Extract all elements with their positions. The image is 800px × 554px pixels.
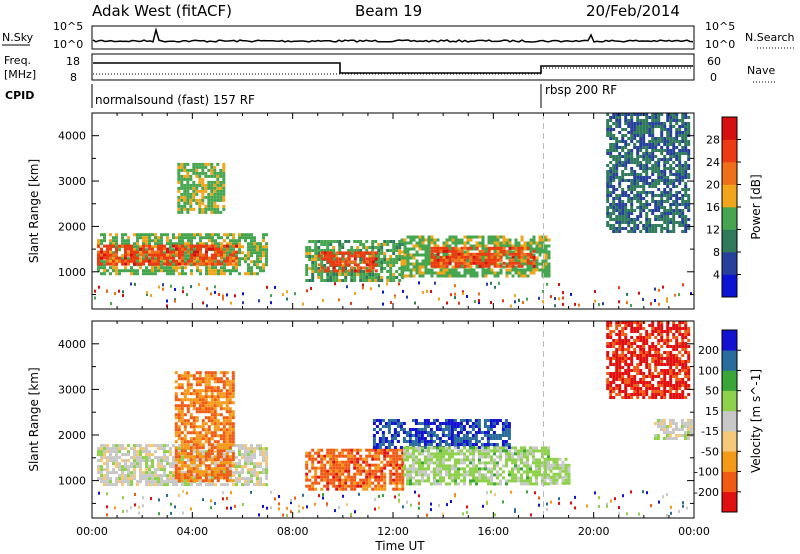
echo-region (305, 448, 405, 491)
y-tick-label: 3000 (58, 383, 86, 396)
y-tick-label: 3000 (58, 175, 86, 188)
echo-region (653, 419, 693, 440)
noise-tick-top-right: 10^5 (705, 20, 735, 33)
colorbar-swatch (722, 330, 737, 351)
colorbar-swatch (722, 350, 737, 371)
noise-trace (92, 27, 694, 43)
colorbar-swatch (722, 390, 737, 412)
cpid-segment-2: rbsp 200 RF (545, 83, 617, 97)
echo-region (97, 244, 238, 266)
colorbar-tick-label: -50 (701, 445, 719, 458)
x-tick-label: 04:00 (176, 525, 208, 538)
colorbar-tick-label: 4 (713, 269, 720, 282)
cpid-label: CPID (5, 89, 34, 102)
colorbar-tick-label: 15 (705, 405, 719, 418)
x-tick-label: 08:00 (277, 525, 309, 538)
colorbar-tick-label: 12 (706, 224, 720, 237)
date-title: 20/Feb/2014 (586, 2, 680, 20)
echo-region (606, 113, 691, 233)
y-axis-label: Slant Range [km] (27, 367, 41, 471)
echo-region (177, 162, 226, 214)
freq-tick-8: 8 (70, 71, 77, 84)
nsky-label: N.Sky (2, 31, 34, 44)
freq-trace (93, 62, 693, 74)
colorbar-tick-label: -15 (701, 425, 719, 438)
freq-label-2: [MHz] (4, 68, 36, 81)
colorbar: 4 8 12 16 20 24 28 Power [dB] (706, 116, 763, 298)
colorbar-swatch (722, 184, 737, 208)
echo-region (317, 251, 378, 273)
nave-trace (93, 67, 693, 75)
colorbar-tick-label: 16 (706, 201, 720, 214)
colorbar-swatch (722, 370, 737, 391)
noise-tick-bottom-right: 10^0 (705, 38, 735, 51)
colorbar-swatch (722, 139, 737, 163)
colorbar-tick-label: 8 (713, 246, 720, 259)
colorbar: 200 100 50 15 -15 -50 -100 -200 Velocity [m s^-1… (694, 329, 763, 513)
y-tick-label: 4000 (58, 130, 86, 143)
x-tick-label: 00:00 (678, 525, 710, 538)
y-axis-label: Slant Range [km] (27, 159, 41, 263)
colorbar-tick-label: 24 (706, 156, 720, 169)
freq-panel (91, 53, 695, 81)
colorbar-tick-label: 28 (706, 134, 720, 147)
nave-tick-60: 60 (707, 55, 721, 68)
y-tick-label: 2000 (58, 429, 86, 442)
colorbar-tick-label: -200 (694, 486, 719, 499)
colorbar-swatch (722, 117, 737, 140)
colorbar-tick-label: 200 (698, 344, 719, 357)
echo-region (372, 419, 511, 449)
nave-tick-0: 0 (710, 71, 717, 84)
noise-tick-bottom: 10^0 (53, 38, 83, 51)
y-tick-label: 2000 (58, 220, 86, 233)
colorbar-swatch (722, 471, 737, 493)
echo-region (543, 457, 571, 485)
colorbar-swatch (722, 229, 737, 253)
colorbar-label: Velocity [m s^-1] (749, 369, 763, 473)
y-tick-label: 1000 (58, 266, 86, 279)
colorbar-tick-label: 20 (706, 179, 720, 192)
x-axis-label: Time UT (374, 539, 425, 553)
echo-region (174, 371, 235, 483)
colorbar-swatch (722, 207, 737, 230)
echo-region (403, 446, 550, 486)
x-tick-label: 00:00 (76, 525, 108, 538)
freq-tick-18: 18 (66, 55, 80, 68)
velocity-panel: 1000 2000 3000 4000 Slant Range [km] 200 100 50… (27, 320, 763, 519)
colorbar-swatch (722, 274, 737, 298)
beam-title: Beam 19 (355, 2, 422, 20)
colorbar-swatch (722, 162, 737, 185)
y-tick-label: 4000 (58, 338, 86, 351)
echo-region (430, 246, 536, 268)
freq-label-1: Freq. (4, 54, 31, 67)
nsearch-label: N.Search (745, 31, 795, 44)
colorbar-label: Power [dB] (749, 174, 763, 239)
noise-tick-top: 10^5 (53, 20, 83, 33)
x-tick-label: 16:00 (477, 525, 509, 538)
colorbar-tick-label: 100 (698, 364, 719, 377)
colorbar-tick-label: 50 (705, 385, 719, 398)
x-tick-label: 12:00 (377, 525, 409, 538)
noise-panel (91, 25, 695, 50)
near-range-scatter (94, 281, 692, 308)
colorbar-swatch (722, 252, 737, 275)
colorbar-tick-label: -100 (694, 466, 719, 479)
colorbar-swatch (722, 491, 737, 513)
station-title: Adak West (fitACF) (92, 2, 232, 20)
colorbar-swatch (722, 431, 737, 452)
cpid-segment-1: normalsound (fast) 157 RF (95, 93, 255, 107)
colorbar-swatch (722, 410, 737, 432)
y-tick-label: 1000 (58, 475, 86, 488)
echo-region (606, 321, 691, 399)
power-panel: 1000 2000 3000 4000 Slant Range [km] 4 8 12 16 20… (27, 112, 763, 310)
near-range-scatter (98, 490, 688, 517)
x-tick-label: 20:00 (578, 525, 610, 538)
nave-label: Nave (747, 64, 775, 77)
colorbar-swatch (722, 451, 737, 472)
